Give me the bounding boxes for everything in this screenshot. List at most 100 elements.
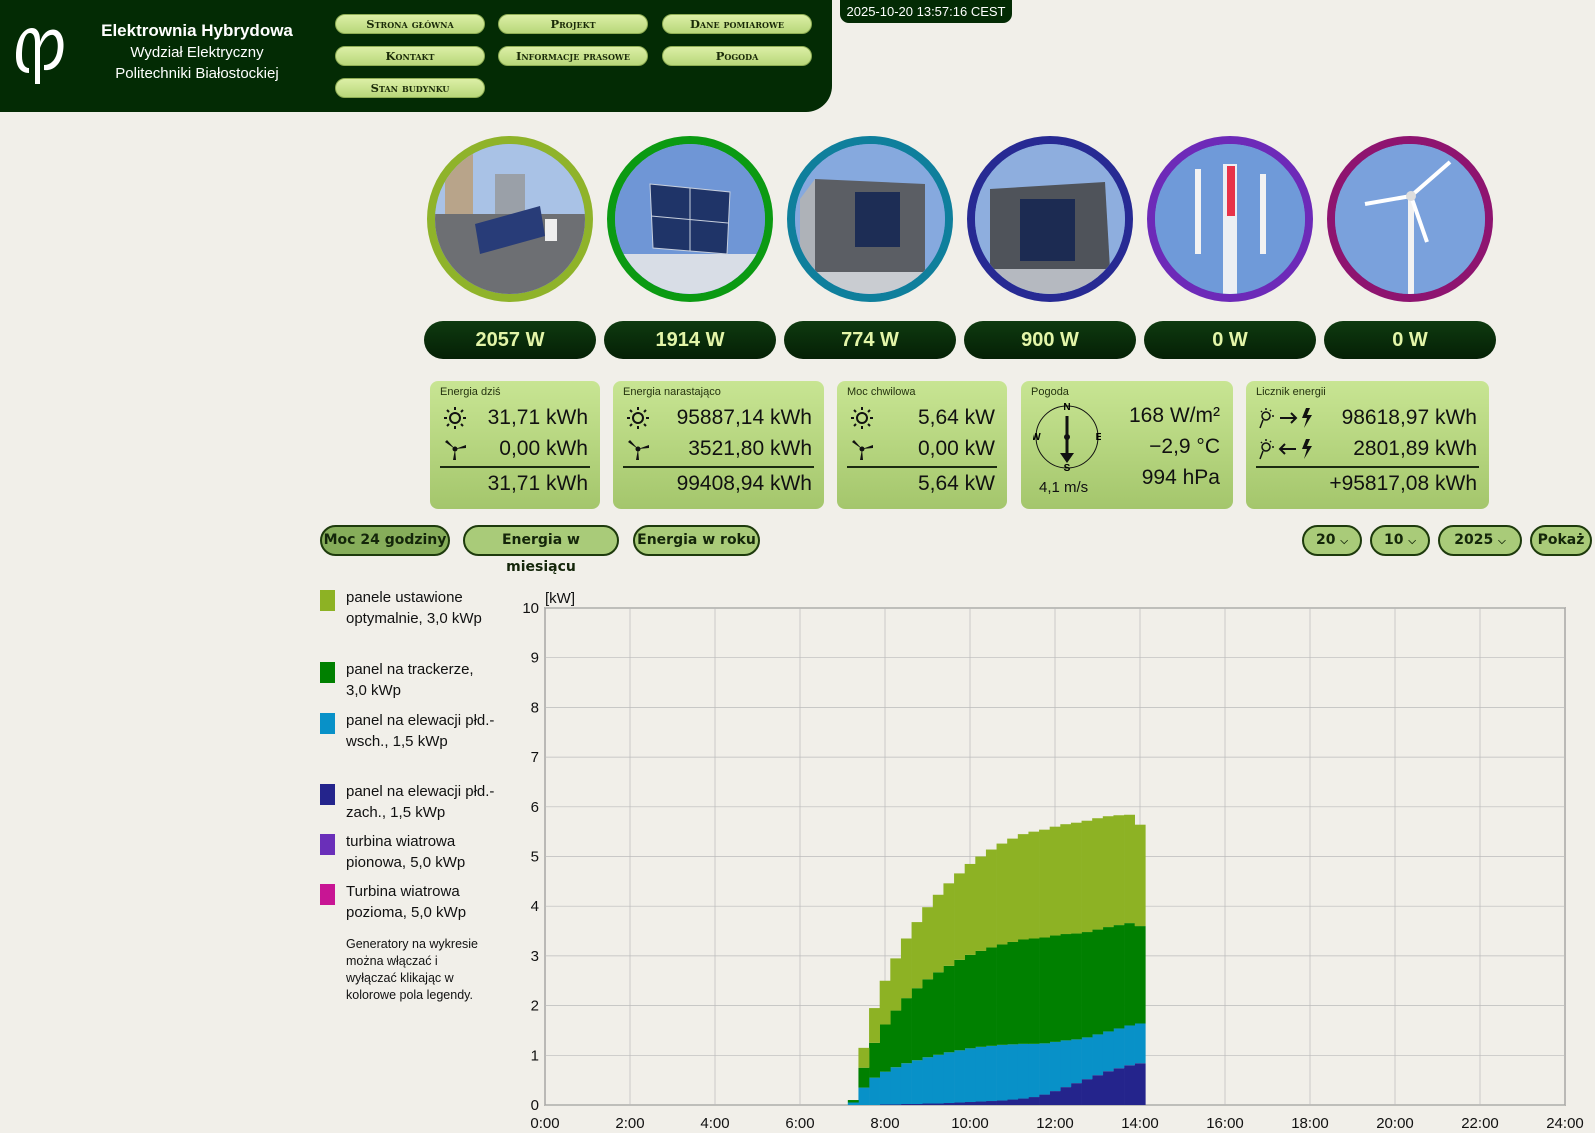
series-bar [858,1047,870,1068]
series-bar [1028,938,1040,1044]
series-bar [1092,929,1104,1035]
series-bar [1017,1043,1029,1099]
series-bar [996,1100,1008,1105]
series-bar [1060,1087,1072,1105]
legend-tracker[interactable]: panel na trackerze, 3,0 kWp [320,660,500,702]
series-bar [1102,1031,1114,1072]
series-bar [1134,824,1146,927]
series-bar [1060,1040,1072,1088]
x-tick-label: 20:00 [1376,1115,1414,1132]
legend-horizontal-turbine[interactable]: Turbina wiatrowa pozioma, 5,0 kWp [320,882,500,924]
series-bar [996,944,1008,1045]
series-bar [1039,1043,1050,1095]
x-tick-label: 10:00 [951,1115,989,1132]
show-button[interactable]: Pokaż [1530,525,1592,556]
nav-press[interactable]: Informacje prasowe [498,46,648,66]
power-now-wind: 0,00 kW [917,437,995,460]
generator-photo-southeast-facade[interactable] [787,136,953,302]
stat-divider [847,466,997,468]
month-select[interactable]: 10 ⌵ [1370,525,1430,556]
nav-weather[interactable]: Pogoda [662,46,812,66]
nav-project[interactable]: Projekt [498,14,648,34]
power-now-solar: 5,64 kW [917,406,995,429]
series-bar [985,1101,997,1105]
series-bar [858,1067,870,1088]
university-name: Politechniki Białostockiej [115,65,279,82]
series-bar [1124,1065,1135,1105]
series-bar [964,863,976,955]
tracker-panel-photo [615,144,765,294]
tab-energy-year[interactable]: Energia w roku [633,525,760,556]
series-bar [879,980,891,1025]
series-bar [858,1087,870,1105]
chevron-down-icon: ⌵ [1408,536,1416,547]
series-bar [1017,1098,1029,1105]
series-bar [932,1103,944,1105]
series-bar [932,972,944,1055]
generator-photo-vertical-turbine[interactable] [1147,136,1313,302]
legend-swatch[interactable] [320,590,335,611]
nav-home[interactable]: Strona główna [335,14,485,34]
series-bar [943,883,955,966]
generator-photo-tracker[interactable] [607,136,773,302]
legend-southeast-facade[interactable]: panel na elewacji płd.-wsch., 1,5 kWp [320,711,500,773]
power-tracker: 1914 W [604,321,776,359]
weather-box: Pogoda N E S W 4,1 m/s 168 W/m² −2,9 °C … [1021,381,1233,509]
generator-photo-southwest-facade[interactable] [967,136,1133,302]
year-select[interactable]: 2025 ⌵ [1438,525,1522,556]
y-axis-label: [kW] [545,590,575,607]
tab-energy-month[interactable]: Energia w miesiącu [463,525,619,575]
series-bar [954,1102,965,1105]
day-select[interactable]: 20 ⌵ [1302,525,1362,556]
x-tick-label: 8:00 [870,1115,899,1132]
compass-east: E [1096,432,1101,443]
energy-today-box: Energia dziś 31,71 kWh 0,00 kWh 31,71 kW… [430,381,600,509]
legend-swatch[interactable] [320,834,335,855]
series-bar [1070,933,1082,1040]
series-bar [1017,939,1029,1044]
legend-swatch[interactable] [320,662,335,683]
series-bar [1134,1063,1146,1105]
southeast-facade-photo [795,144,945,294]
legend-label: panel na trackerze, 3,0 kWp [346,661,474,699]
energy-cumulative-box: Energia narastająco 95887,14 kWh 3521,80… [613,381,824,509]
y-tick-label: 9 [531,650,539,667]
series-bar [869,1008,880,1043]
legend-vertical-turbine[interactable]: turbina wiatrowa pionowa, 5,0 kWp [320,832,500,874]
series-bar [1070,1083,1082,1105]
power-now-title: Moc chwilowa [847,386,916,398]
legend-swatch[interactable] [320,784,335,805]
series-bar [900,998,912,1064]
series-bar [1007,838,1019,942]
series-bar [869,1077,880,1105]
nav-contact[interactable]: Kontakt [335,46,485,66]
legend-label: Turbina wiatrowa pozioma, 5,0 kWp [346,883,467,921]
nav-measurements[interactable]: Dane pomiarowe [662,14,812,34]
series-bar [1081,1037,1093,1080]
y-tick-label: 3 [531,948,539,965]
generator-photo-optimal-panels[interactable] [427,136,593,302]
series-bar [1081,820,1093,933]
series-bar [890,1067,902,1105]
legend-swatch[interactable] [320,713,335,734]
energy-meter-box: Licznik energii 98618,97 kWh 2801,89 kWh… [1246,381,1489,509]
y-tick-label: 6 [531,799,539,816]
series-bar [900,1104,912,1105]
tab-power-24h[interactable]: Moc 24 godziny [320,525,450,556]
nav-building-status[interactable]: Stan budynku [335,78,485,98]
y-tick-label: 0 [531,1097,539,1114]
energy-today-title: Energia dziś [440,386,501,398]
legend-southwest-facade[interactable]: panel na elewacji płd.-zach., 1,5 kWp [320,782,500,824]
generator-photo-horizontal-turbine[interactable] [1327,136,1493,302]
pb-logo-icon[interactable] [10,22,66,86]
import-from-grid-icon [1259,439,1312,460]
wind-turbine-icon [628,440,649,460]
series-bar [1102,927,1114,1032]
legend-note: Generatory na wykresie można włączać i w… [346,937,479,1002]
series-bar [879,1024,891,1072]
legend-optimal-panels[interactable]: panele ustawione optymalnie, 3,0 kWp [320,588,500,650]
series-bar [943,965,955,1053]
legend-swatch[interactable] [320,884,335,905]
series-bar [869,1042,880,1078]
series-bar [922,1103,934,1105]
